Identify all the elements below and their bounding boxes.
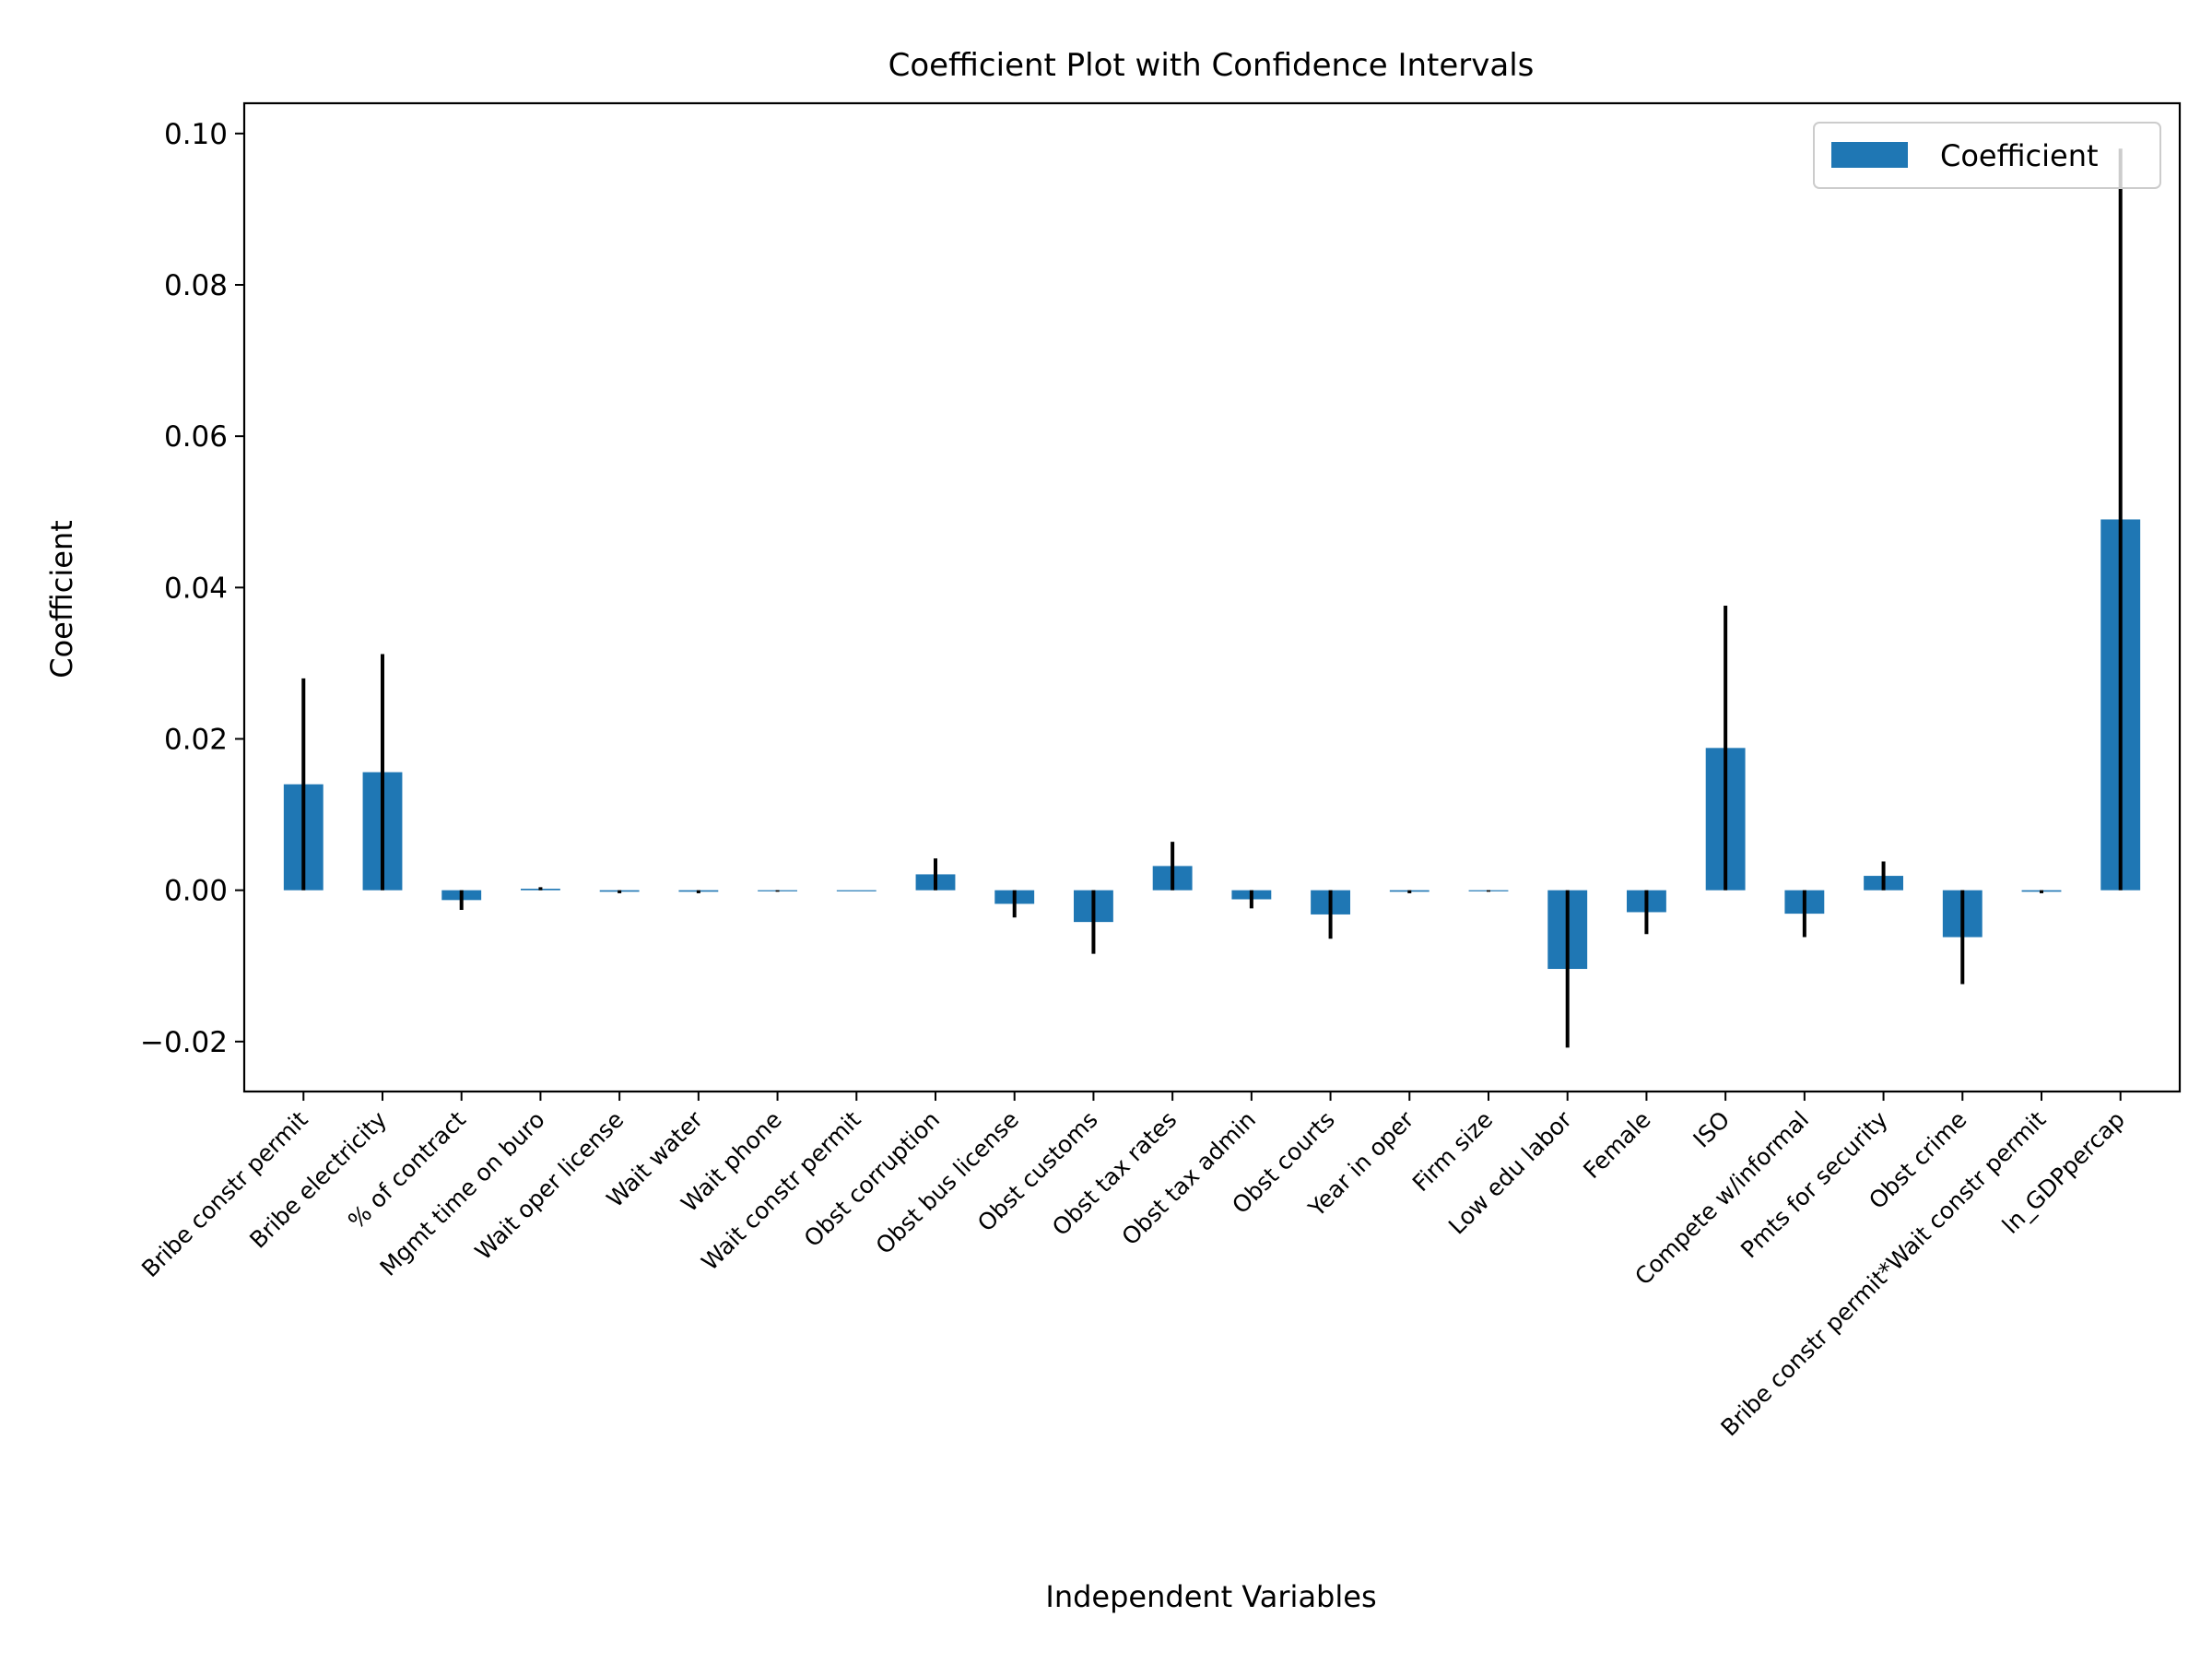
x-axis-label: Independent Variables <box>1045 1579 1376 1614</box>
y-tick-label: 0.04 <box>164 572 228 605</box>
y-tick-label: 0.10 <box>164 118 228 151</box>
legend-swatch <box>1831 142 1908 168</box>
y-tick-label: 0.08 <box>164 269 228 302</box>
legend: Coefficient <box>1813 122 2161 189</box>
y-tick-label: 0.02 <box>164 723 228 756</box>
legend-label: Coefficient <box>1940 138 2099 173</box>
chart-title: Coefficient Plot with Confidence Interva… <box>888 47 1535 84</box>
plot-frame <box>242 101 2182 1093</box>
y-tick-label: 0.00 <box>164 875 228 908</box>
legend-box <box>1813 122 2161 189</box>
y-tick-label: 0.06 <box>164 420 228 454</box>
y-tick-label: −0.02 <box>140 1026 228 1059</box>
y-axis-label: Coefficient <box>44 520 79 679</box>
